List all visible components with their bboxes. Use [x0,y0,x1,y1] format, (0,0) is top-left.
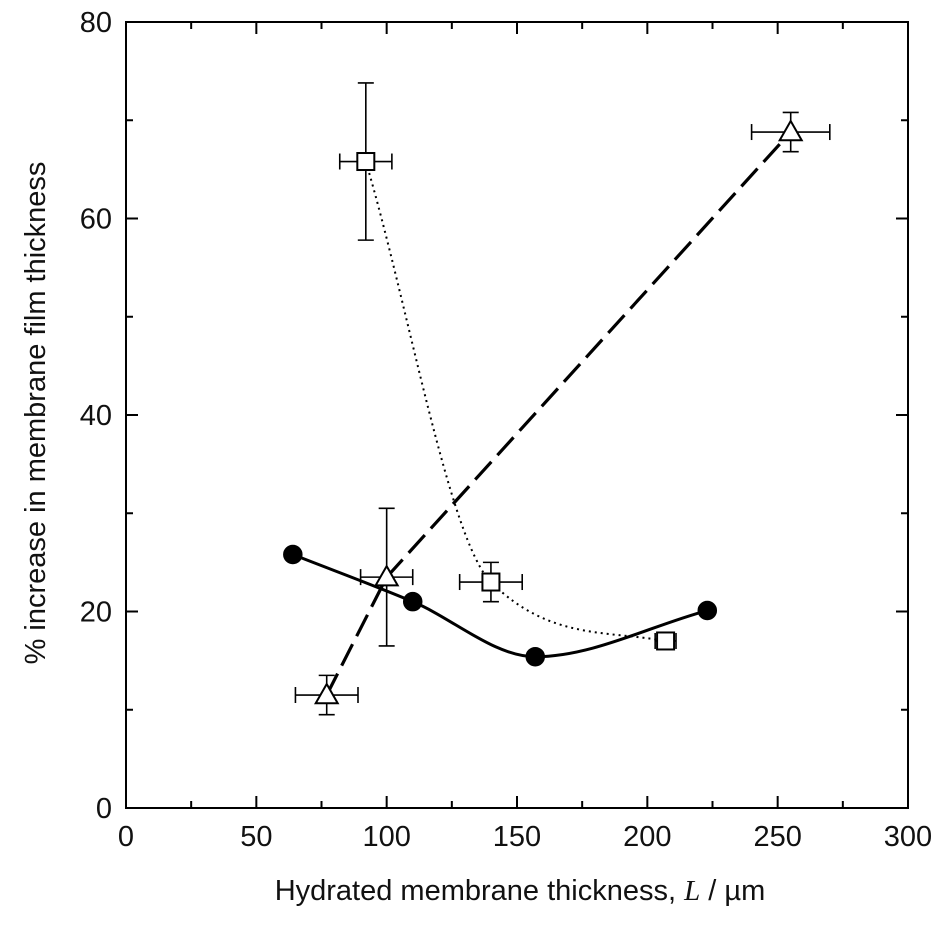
x-axis-label-unit: / µm [700,875,765,907]
y-tick-label: 20 [80,597,112,629]
y-tick-label: 80 [80,7,112,39]
x-tick-label: 200 [623,821,671,853]
data-point-square [656,631,676,651]
x-axis-label: Hydrated membrane thickness, L / µm [275,875,766,907]
x-axis-label-symbol: L [683,875,700,907]
data-point-circle [525,646,545,667]
x-tick-label: 50 [240,821,272,853]
x-tick-label: 0 [118,821,134,853]
y-tick-label: 40 [80,400,112,432]
y-axis-label: % increase in membrane film thickness [20,162,52,665]
markers-group [283,119,804,705]
data-point-circle [697,600,718,621]
plot-frame-group [125,21,909,809]
x-axis-label-text: Hydrated membrane thickness, [275,875,684,907]
data-point-triangle [373,564,400,587]
tick-labels-group: 0 50 100 150 200 250 300 0 20 40 60 80 [80,7,932,853]
series-line-filled-circle [292,553,708,659]
x-tick-label: 100 [362,821,410,853]
data-point-square [356,152,376,172]
x-tick-label: 300 [884,821,932,853]
x-tick-label: 250 [753,821,801,853]
x-tick-label: 150 [493,821,541,853]
data-point-square [481,572,501,592]
data-point-triangle [313,681,340,705]
series-line-open-triangle [325,130,792,696]
series-line-open-square [364,161,666,642]
data-point-circle [402,591,423,612]
y-tick-label: 60 [80,204,112,236]
data-point-circle [283,544,303,565]
data-point-triangle [777,119,804,142]
y-tick-label: 0 [96,793,112,825]
